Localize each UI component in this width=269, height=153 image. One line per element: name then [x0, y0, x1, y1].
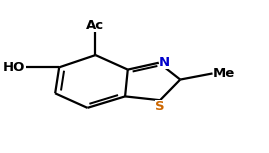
Text: S: S — [155, 100, 165, 113]
Text: HO: HO — [3, 61, 26, 74]
Text: N: N — [159, 56, 170, 69]
Text: Ac: Ac — [86, 19, 105, 32]
Text: Me: Me — [213, 67, 235, 80]
